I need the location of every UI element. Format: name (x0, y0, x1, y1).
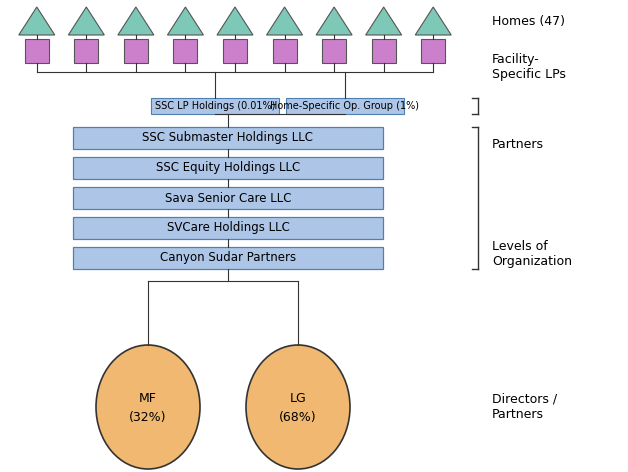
FancyBboxPatch shape (73, 157, 383, 179)
Polygon shape (217, 7, 253, 35)
Polygon shape (415, 7, 452, 35)
FancyBboxPatch shape (73, 217, 383, 239)
Text: Canyon Sudar Partners: Canyon Sudar Partners (160, 252, 296, 264)
FancyBboxPatch shape (73, 247, 383, 269)
Text: (68%): (68%) (279, 411, 317, 423)
Polygon shape (68, 7, 104, 35)
Polygon shape (118, 7, 154, 35)
Text: SVCare Holdings LLC: SVCare Holdings LLC (166, 221, 290, 235)
FancyBboxPatch shape (273, 39, 296, 63)
FancyBboxPatch shape (223, 39, 247, 63)
Polygon shape (266, 7, 303, 35)
Text: SSC Equity Holdings LLC: SSC Equity Holdings LLC (156, 161, 300, 175)
Text: Sava Senior Care LLC: Sava Senior Care LLC (165, 192, 291, 204)
FancyBboxPatch shape (322, 39, 346, 63)
Polygon shape (168, 7, 203, 35)
FancyBboxPatch shape (173, 39, 197, 63)
FancyBboxPatch shape (372, 39, 396, 63)
Text: Facility-
Specific LPs: Facility- Specific LPs (492, 53, 566, 81)
FancyBboxPatch shape (24, 39, 49, 63)
FancyBboxPatch shape (74, 39, 99, 63)
Ellipse shape (96, 345, 200, 469)
Polygon shape (316, 7, 352, 35)
FancyBboxPatch shape (151, 98, 279, 114)
Text: MF: MF (139, 393, 157, 405)
FancyBboxPatch shape (124, 39, 148, 63)
Text: LG: LG (290, 393, 306, 405)
FancyBboxPatch shape (73, 127, 383, 149)
Text: SSC Submaster Holdings LLC: SSC Submaster Holdings LLC (143, 132, 313, 144)
Text: Partners: Partners (492, 137, 544, 151)
Text: Homes (47): Homes (47) (492, 16, 565, 28)
FancyBboxPatch shape (73, 187, 383, 209)
Text: SSC LP Holdings (0.01%): SSC LP Holdings (0.01%) (155, 101, 275, 111)
Polygon shape (19, 7, 55, 35)
FancyBboxPatch shape (421, 39, 445, 63)
Polygon shape (365, 7, 402, 35)
FancyBboxPatch shape (286, 98, 404, 114)
Text: Directors /
Partners: Directors / Partners (492, 393, 557, 421)
Text: Home-Specific Op. Group (1%): Home-Specific Op. Group (1%) (271, 101, 420, 111)
Text: (32%): (32%) (129, 411, 167, 423)
Ellipse shape (246, 345, 350, 469)
Text: Levels of
Organization: Levels of Organization (492, 240, 572, 268)
